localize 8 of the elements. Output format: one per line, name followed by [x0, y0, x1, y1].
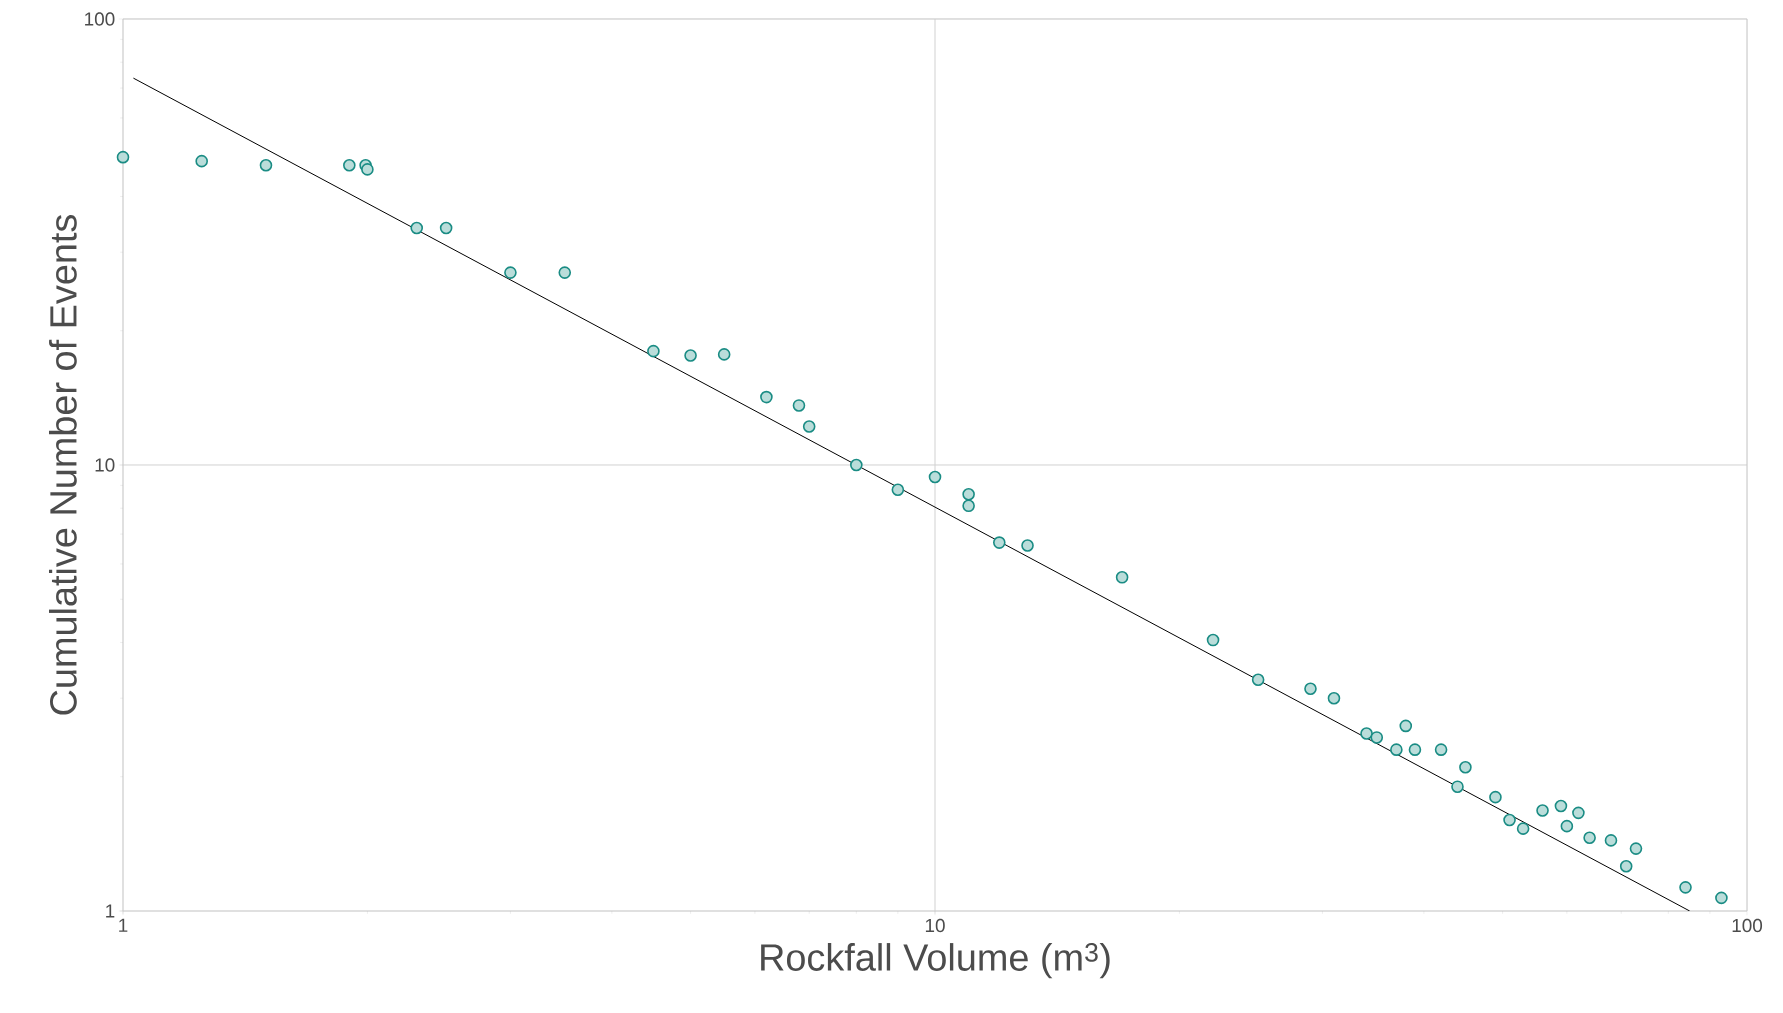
y-axis-title: Cumulative Number of Events	[49, 215, 77, 715]
y-tick-label: 100	[85, 12, 115, 26]
x-tick-label: 1	[119, 918, 128, 932]
x-tick-label: 10	[925, 918, 945, 933]
x-axis-title: Rockfall Volume (m$^{3}$)	[761, 943, 1110, 979]
x-tick-label: 100	[1732, 918, 1763, 933]
y-tick-label: 10	[95, 458, 115, 472]
y-tick-label: 1	[106, 904, 115, 918]
